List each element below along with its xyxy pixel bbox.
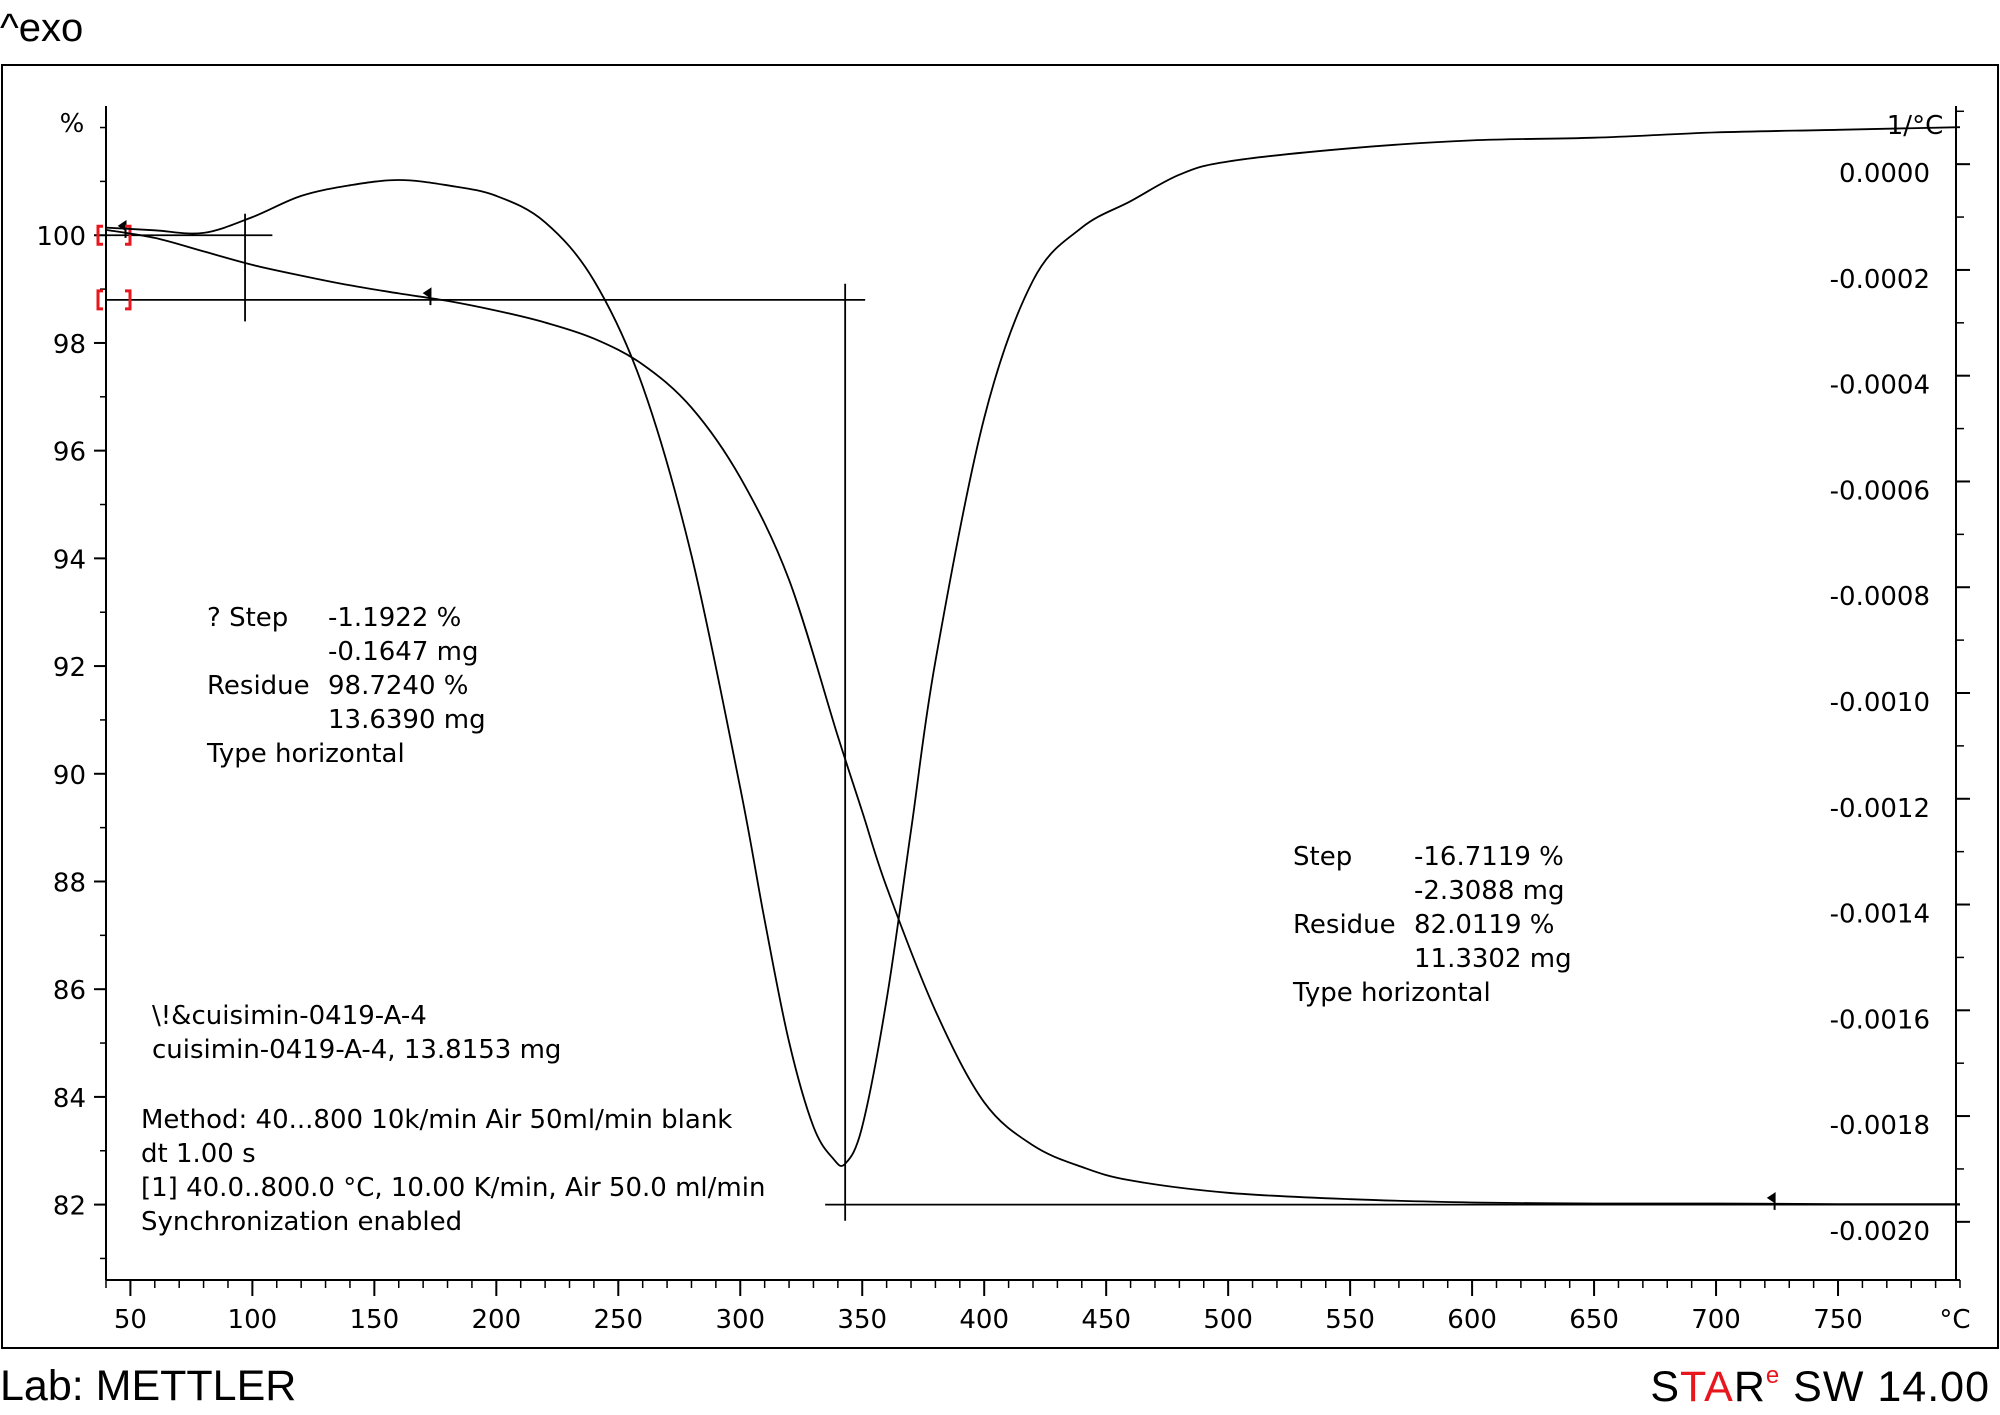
method-info-line: Method: 40...800 10k/min Air 50ml/min bl… <box>141 1105 732 1135</box>
step1-annotation-value: 13.6390 mg <box>328 705 486 735</box>
x-tick-label: 250 <box>593 1305 643 1335</box>
y-left-tick-label: 84 <box>53 1084 86 1114</box>
exo-direction-label: ^exo <box>0 6 84 50</box>
y-left-tick-label: 96 <box>53 438 86 468</box>
limit-bracket-right <box>125 289 132 311</box>
y-left-tick-label: 100 <box>36 222 86 252</box>
x-tick-label: 150 <box>350 1305 400 1335</box>
brand-ta: TA <box>1680 1363 1734 1411</box>
chart-texts: 50 100 150 200 250 300 350 400 450 500 550 600 650 70… <box>36 109 1970 1335</box>
step2-annotation-label: Type horizontal <box>1292 978 1491 1008</box>
x-tick-label: 550 <box>1325 1305 1375 1335</box>
axes <box>94 106 1970 1296</box>
x-tick-label: 650 <box>1569 1305 1619 1335</box>
limit-bracket-left <box>96 289 103 311</box>
x-tick-label: 500 <box>1203 1305 1253 1335</box>
step2-annotation-value: 11.3302 mg <box>1414 944 1572 974</box>
brand-version: SW 14.00 <box>1780 1363 1990 1411</box>
step1-annotation-value: -1.1922 % <box>328 603 461 633</box>
y-right-tick-label: -0.0002 <box>1830 265 1930 295</box>
step1-annotation-label: Type horizontal <box>206 739 405 769</box>
software-brand: STARe SW 14.00 <box>1650 1362 1990 1412</box>
x-tick-label: 750 <box>1813 1305 1863 1335</box>
y-right-tick-label: -0.0004 <box>1830 371 1930 401</box>
step1-flag-marker <box>422 287 432 306</box>
y-right-tick-label: -0.0020 <box>1830 1217 1930 1247</box>
y-right-tick-label: -0.0006 <box>1830 476 1930 506</box>
method-info-line: Synchronization enabled <box>141 1207 462 1237</box>
y-left-tick-label: 82 <box>53 1192 86 1222</box>
y-left-tick-label: 90 <box>53 761 86 791</box>
y-left-tick-label: 86 <box>53 976 86 1006</box>
y-right-tick-label: -0.0008 <box>1830 582 1930 612</box>
sample-info-line: cuisimin-0419-A-4, 13.8153 mg <box>152 1035 561 1065</box>
lab-label: Lab: METTLER <box>0 1362 297 1410</box>
y-right-tick-label: -0.0014 <box>1830 900 1930 930</box>
y-right-tick-label: -0.0016 <box>1830 1005 1930 1035</box>
curves <box>105 126 1961 1206</box>
step2-annotation-value: 82.0119 % <box>1414 910 1555 940</box>
step2-annotation-label: Residue <box>1293 910 1396 940</box>
method-info-line: [1] 40.0..800.0 °C, 10.00 K/min, Air 50.… <box>141 1173 765 1203</box>
y-right-tick-label: -0.0010 <box>1830 688 1930 718</box>
step2-annotation-value: -16.7119 % <box>1414 842 1564 872</box>
step2-annotation-label: Step <box>1293 842 1352 872</box>
plot-frame <box>1 64 1999 1349</box>
limit-bracket-left <box>96 224 103 246</box>
method-info-line: dt 1.00 s <box>141 1139 256 1169</box>
y-left-tick-label: 88 <box>53 868 86 898</box>
y-right-tick-label: -0.0012 <box>1830 794 1930 824</box>
x-tick-label: 300 <box>715 1305 765 1335</box>
x-tick-label: 400 <box>959 1305 1009 1335</box>
x-tick-label: 700 <box>1691 1305 1741 1335</box>
step1-annotation-label: ? Step <box>207 603 288 633</box>
brand-s: S <box>1650 1363 1681 1411</box>
y-right-axis-unit: 1/°C <box>1887 111 1943 141</box>
limit-bracket-right <box>125 224 132 246</box>
step1-annotation-value: -0.1647 mg <box>328 637 478 667</box>
brand-r: R <box>1733 1363 1766 1411</box>
step1-annotation-label: Residue <box>207 671 310 701</box>
x-axis-unit: °C <box>1939 1305 1970 1335</box>
x-tick-label: 100 <box>228 1305 278 1335</box>
tga-curve <box>105 229 1961 1206</box>
step1-annotation-value: 98.7240 % <box>328 671 469 701</box>
x-tick-label: 350 <box>837 1305 887 1335</box>
x-tick-label: 450 <box>1081 1305 1131 1335</box>
y-left-tick-label: 94 <box>53 545 86 575</box>
y-left-axis-unit: % <box>60 109 85 139</box>
dtg-curve <box>105 126 1961 1167</box>
end-flag-marker <box>1766 1192 1776 1210</box>
x-tick-label: 600 <box>1447 1305 1497 1335</box>
brand-e: e <box>1765 1362 1781 1389</box>
y-right-tick-label: -0.0018 <box>1830 1111 1930 1141</box>
y-left-tick-label: 92 <box>53 653 86 683</box>
x-tick-label: 200 <box>471 1305 521 1335</box>
x-tick-label: 50 <box>114 1305 147 1335</box>
y-right-tick-label: 0.0000 <box>1839 159 1930 189</box>
step2-annotation-value: -2.3088 mg <box>1414 876 1564 906</box>
sample-info-line: \!&cuisimin-0419-A-4 <box>152 1001 427 1031</box>
y-left-tick-label: 98 <box>53 330 86 360</box>
